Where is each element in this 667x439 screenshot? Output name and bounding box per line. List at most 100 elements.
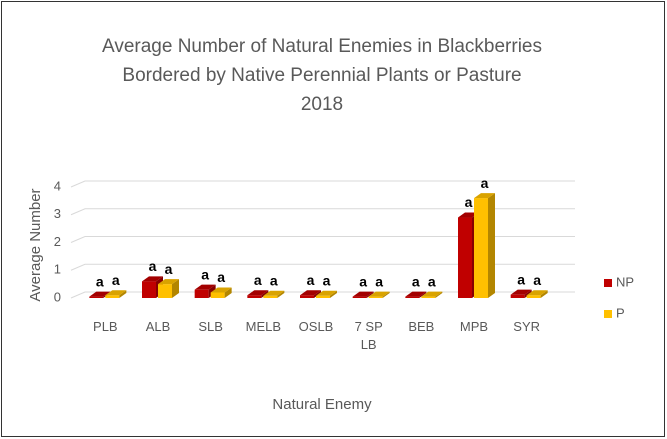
y-tick-label: 1 <box>54 262 61 277</box>
bar-annotation: a <box>412 273 420 289</box>
bar-side <box>382 291 390 298</box>
bar <box>421 296 436 298</box>
bar <box>300 295 314 298</box>
bar <box>458 217 472 298</box>
bar-top <box>474 193 495 199</box>
bar <box>526 295 541 298</box>
bar-side <box>366 291 374 298</box>
x-tick-label: PLB <box>93 319 118 334</box>
bar-annotation: a <box>307 272 315 288</box>
bar-annotation: a <box>217 269 225 285</box>
x-tick-label: MELB <box>245 319 282 334</box>
y-tick-label: 3 <box>54 206 61 221</box>
bar-side <box>540 290 548 298</box>
grid-line <box>70 180 575 188</box>
bar-annotation: a <box>465 194 473 210</box>
bar-top <box>458 212 479 218</box>
bar-top <box>263 290 285 296</box>
bar <box>263 295 278 298</box>
grid-line <box>70 263 575 271</box>
bar-side <box>488 193 495 298</box>
chart-title: Bordered by Native Perennial Plants or P… <box>122 65 521 86</box>
bar-side <box>419 291 427 298</box>
bar-side <box>277 290 285 298</box>
legend-label: NP <box>616 274 634 289</box>
x-tick-label: OSLB <box>298 319 334 334</box>
bar-side <box>314 290 321 298</box>
x-tick-label: ALB <box>145 319 171 334</box>
bar-annotation: a <box>517 271 525 287</box>
bar-side <box>119 290 127 298</box>
bar <box>405 296 420 298</box>
bar-annotation: a <box>359 273 367 289</box>
x-tick-label: SLB <box>198 319 223 334</box>
bar-annotation: a <box>375 273 383 289</box>
bar-top <box>210 287 232 293</box>
x-tick-label: MPB <box>459 319 489 334</box>
bar-annotation: a <box>149 258 157 274</box>
bar-top <box>368 291 390 297</box>
bar-side <box>172 279 179 298</box>
bar-annotation: a <box>323 272 331 288</box>
bar-side <box>330 290 337 298</box>
bar <box>142 281 156 298</box>
bar-top <box>247 290 269 296</box>
legend-label: P <box>616 305 625 320</box>
bar <box>194 289 209 298</box>
bar-annotation: a <box>201 266 209 282</box>
bar-annotation: a <box>481 175 489 191</box>
bar-top <box>158 279 179 285</box>
bar <box>510 294 525 298</box>
bar-top <box>316 290 337 296</box>
y-tick-label: 2 <box>54 234 61 249</box>
bar <box>474 198 488 298</box>
bar-annotation: a <box>112 272 120 288</box>
chart-title: 2018 <box>301 94 343 115</box>
legend-swatch <box>604 279 612 287</box>
bar <box>158 284 172 298</box>
bar-top <box>421 291 443 297</box>
bar <box>352 296 367 298</box>
y-axis-label: Average Number <box>27 188 44 301</box>
x-tick-label: BEB <box>408 319 435 334</box>
y-tick-label: 0 <box>54 289 61 304</box>
bar <box>247 295 262 298</box>
x-tick-label: 7 SP LB <box>354 319 383 352</box>
bar-side <box>224 287 232 298</box>
bar-annotation: a <box>533 272 541 288</box>
x-axis-label: Natural Enemy <box>272 396 372 413</box>
bar <box>105 295 120 298</box>
chart-title: Average Number of Natural Enemies in Bla… <box>102 36 542 57</box>
y-tick-label: 4 <box>54 178 61 193</box>
bar-top <box>510 289 532 295</box>
bar-annotation: a <box>270 272 278 288</box>
bar-side <box>524 289 532 298</box>
bar-top <box>405 291 427 297</box>
bar-top <box>526 290 548 296</box>
bar-side <box>208 284 216 298</box>
grid-line <box>70 208 575 216</box>
bar-annotation: a <box>428 273 436 289</box>
bar-top <box>89 291 111 297</box>
bar-annotation: a <box>165 261 173 277</box>
grid-line <box>70 236 575 243</box>
bar-top <box>300 290 321 296</box>
bar-annotation: a <box>96 273 104 289</box>
bar-top <box>105 290 127 296</box>
bar <box>89 296 104 298</box>
bar-top <box>142 276 163 282</box>
bar-side <box>261 290 269 298</box>
bar-side <box>435 291 443 298</box>
bar <box>316 295 330 298</box>
bar <box>210 292 225 298</box>
bar-top <box>352 291 374 297</box>
bar <box>368 296 383 298</box>
legend-swatch <box>604 310 612 318</box>
grid-line <box>70 291 575 299</box>
x-tick-label: SYR <box>513 319 541 334</box>
bar-top <box>194 284 216 290</box>
bar-annotation: a <box>254 272 262 288</box>
